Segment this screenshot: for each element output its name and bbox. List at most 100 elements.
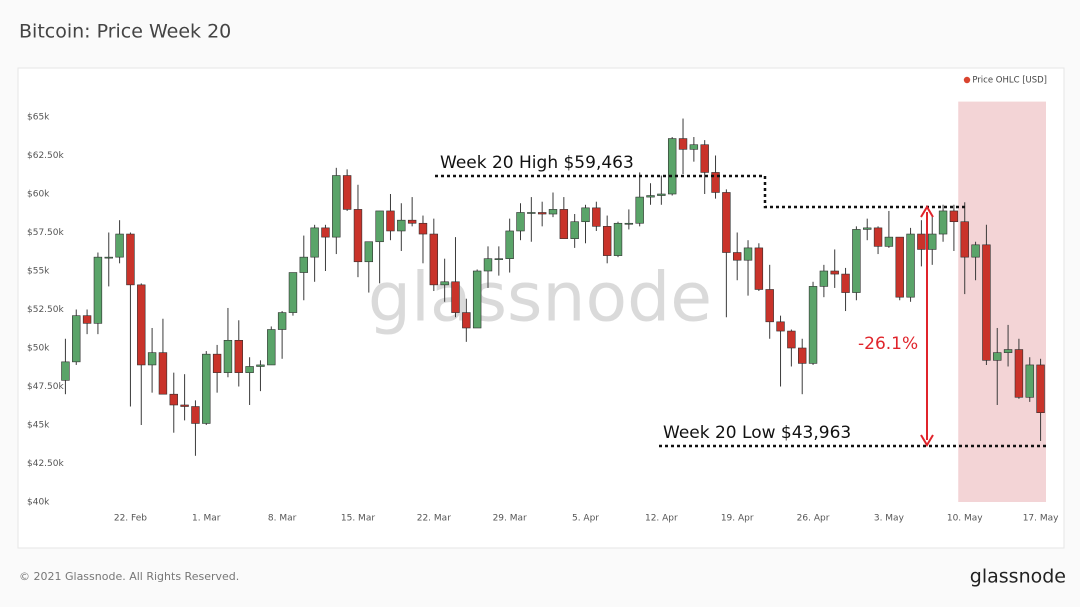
candle-body	[570, 221, 579, 239]
candle-body	[787, 330, 796, 349]
candle-body	[711, 172, 720, 193]
candle-body	[223, 339, 233, 373]
high-line	[435, 174, 968, 209]
arrow-head	[920, 205, 934, 218]
candle-body	[451, 281, 460, 313]
candle-body	[678, 138, 688, 150]
candle-body	[386, 210, 395, 232]
highlight-layer	[958, 101, 1046, 502]
y-tick-label: $42.50k	[27, 459, 64, 469]
candle-body	[147, 352, 157, 366]
candle-body	[137, 284, 146, 366]
candle-body	[494, 258, 504, 260]
candle-body	[657, 193, 666, 196]
candle-body	[169, 393, 178, 406]
candle-body	[104, 256, 113, 259]
x-tick-label: 17. May	[1023, 514, 1059, 524]
x-tick-label: 22. Feb	[114, 514, 147, 524]
candle-body	[765, 289, 774, 323]
x-tick-label: 10. May	[947, 514, 983, 524]
candle-body	[841, 273, 850, 293]
candle-body	[993, 352, 1002, 361]
candle-body	[852, 229, 861, 293]
candle-body	[635, 196, 644, 224]
y-tick-label: $45k	[27, 421, 50, 431]
candle-body	[1014, 349, 1024, 398]
candle-body	[277, 312, 287, 330]
candle-body	[93, 256, 103, 324]
y-tick-label: $57.50k	[27, 228, 64, 238]
candle-body	[906, 233, 915, 298]
candle-body	[895, 236, 904, 298]
candle-body	[960, 221, 969, 258]
candle-body	[743, 247, 753, 261]
candle-body	[928, 233, 937, 250]
candle-body	[798, 347, 807, 364]
candle-body	[949, 210, 959, 223]
week-highlight	[958, 101, 1046, 502]
candle-body	[234, 339, 243, 373]
candle-body	[505, 230, 514, 259]
x-tick-label: 5. Apr	[572, 514, 599, 524]
candle-body	[299, 256, 308, 273]
candle-body	[938, 210, 948, 235]
annotation: Week 20 Low $43,963	[663, 423, 851, 443]
candle-body	[700, 144, 709, 173]
candle-body	[613, 222, 623, 256]
candle-body	[624, 222, 634, 225]
candle-body	[462, 312, 471, 329]
x-tick-label: 1. Mar	[192, 514, 221, 524]
candle-body	[1003, 349, 1013, 353]
legend-label: Price OHLC [USD]	[972, 76, 1047, 86]
x-tick-label: 19. Apr	[721, 514, 754, 524]
candle-body	[353, 209, 363, 263]
candle-body	[288, 272, 298, 313]
candle-body	[667, 138, 677, 195]
legend-marker	[963, 76, 971, 84]
y-tick-label: $47.50k	[27, 382, 64, 392]
x-tick-label: 12. Apr	[645, 514, 678, 524]
candle-body	[722, 192, 731, 253]
y-tick-label: $50k	[27, 344, 50, 354]
candle-body	[873, 227, 883, 247]
y-tick-label: $40k	[27, 498, 50, 508]
y-tick-label: $55k	[27, 267, 50, 277]
candle-body	[646, 195, 655, 198]
candle-body	[830, 270, 839, 275]
candle-body	[256, 364, 265, 367]
candle-body	[375, 210, 384, 243]
candle-body	[332, 175, 341, 238]
y-tick-label: $60k	[27, 190, 50, 200]
candle-body	[472, 270, 482, 329]
chart-panel	[17, 67, 1065, 549]
candle-body	[321, 227, 330, 238]
y-tick-label: $62.50k	[27, 151, 64, 161]
candle-body	[72, 315, 81, 363]
footer: © 2021 Glassnode. All Rights Reserved.	[19, 570, 239, 583]
candle-body	[808, 286, 818, 364]
chart-title: Bitcoin: Price Week 20	[19, 21, 231, 43]
candle-body	[82, 315, 92, 324]
candle-body	[581, 207, 590, 223]
candle-body	[776, 321, 785, 332]
y-tick-label: $52.50k	[27, 305, 64, 315]
annotation: Week 20 High $59,463	[440, 153, 634, 173]
candle-body	[267, 329, 276, 366]
candle-body	[212, 353, 222, 373]
candle-body	[527, 212, 536, 214]
candle-body	[61, 361, 70, 381]
candle-body	[158, 352, 168, 395]
candle-body	[1025, 364, 1034, 398]
candle-body	[754, 247, 764, 290]
candle-body	[245, 366, 254, 373]
candle-body	[191, 406, 200, 424]
candle-body	[537, 212, 547, 215]
arrow-head	[920, 434, 934, 447]
candle-body	[429, 233, 439, 286]
candle-body	[364, 241, 374, 263]
x-tick-label: 15. Mar	[341, 514, 375, 524]
watermark: glassnode	[368, 259, 712, 338]
x-tick-label: 22. Mar	[417, 514, 451, 524]
candle-body	[1036, 364, 1045, 413]
